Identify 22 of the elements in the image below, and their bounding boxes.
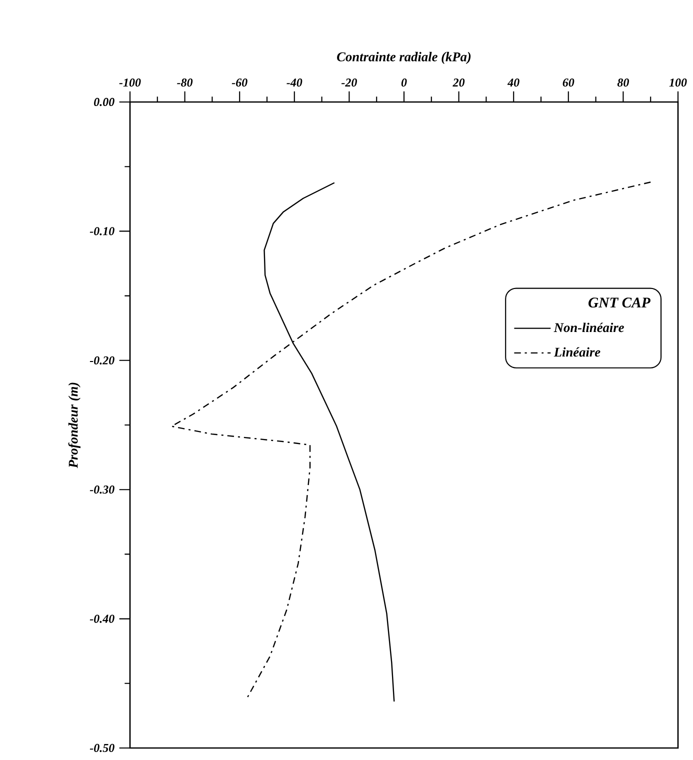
y-tick-label: -0.50: [90, 744, 114, 752]
y-tick-label: 0.00: [94, 98, 114, 106]
y-tick-label: -0.10: [90, 227, 114, 236]
y-axis-title: Profondeur (m): [68, 382, 80, 468]
x-tick-label: 0: [401, 78, 407, 87]
x-tick-label: 80: [617, 78, 629, 87]
x-tick-label: 20: [452, 78, 464, 87]
x-tick-label: -40: [286, 78, 302, 87]
x-tick-label: -80: [176, 78, 192, 87]
y-tick-label: -0.40: [90, 614, 114, 623]
legend-title: GNT CAP: [588, 298, 650, 308]
x-tick-label: 60: [562, 78, 574, 87]
x-tick-label: 40: [507, 78, 520, 87]
x-tick-label: -20: [341, 78, 357, 87]
x-tick-label: -60: [232, 78, 248, 87]
y-tick-label: -0.30: [90, 486, 114, 494]
legend-label: Non-linéaire: [554, 322, 624, 332]
y-tick-label: -0.20: [90, 356, 114, 364]
x-tick-label: -100: [119, 78, 141, 87]
x-tick-label: 100: [669, 78, 687, 87]
x-axis-title: Contrainte radiale (kPa): [336, 52, 470, 64]
legend-label: Linéaire: [554, 347, 600, 357]
